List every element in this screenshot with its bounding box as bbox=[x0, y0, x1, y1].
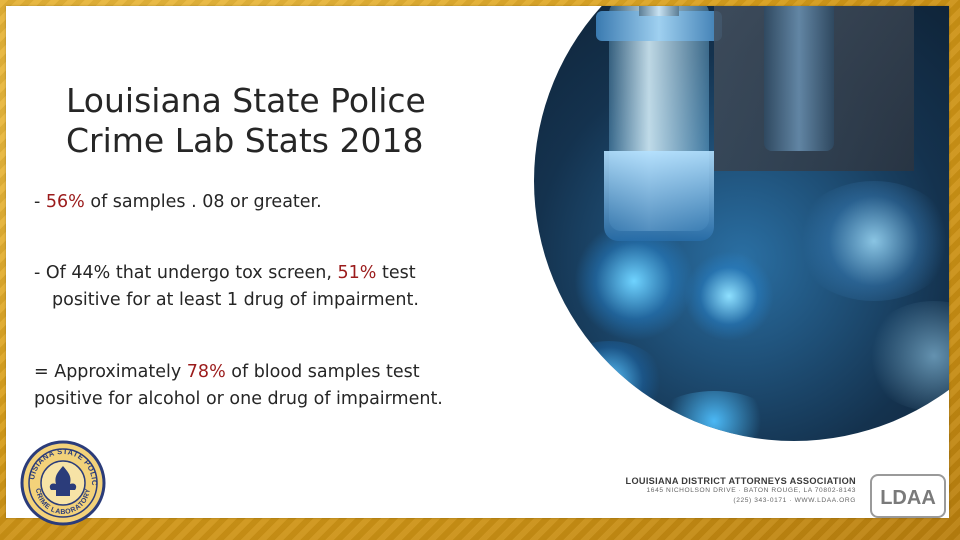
bullet-3-continuation: positive for alcohol or one drug of impa… bbox=[34, 389, 443, 409]
slide-card: Louisiana State Police Crime Lab Stats 2… bbox=[6, 6, 949, 518]
lab-vials-photo bbox=[534, 6, 949, 441]
ldaa-footer-text: LOUISIANA DISTRICT ATTORNEYS ASSOCIATION… bbox=[606, 476, 856, 506]
bullet-2: - Of 44% that undergo tox screen, 51% te… bbox=[34, 260, 419, 314]
bullet-1-prefix: - bbox=[34, 192, 46, 212]
ldaa-logo-letters: LDAA bbox=[880, 487, 936, 509]
bullet-3-prefix: = Approximately bbox=[34, 362, 187, 382]
state-police-seal-icon: LOUISIANA STATE POLICE CRIME LABORATORY bbox=[17, 433, 106, 526]
bullet-2-highlight: 51% bbox=[337, 263, 377, 283]
bullet-2-continuation: positive for at least 1 drug of impairme… bbox=[52, 290, 419, 310]
bullet-3-text: of blood samples test bbox=[225, 362, 420, 382]
bullet-1-text: of samples . 08 or greater. bbox=[84, 192, 322, 212]
bullet-2-text: test bbox=[376, 263, 416, 283]
bullet-1-highlight: 56% bbox=[45, 192, 85, 212]
bullet-2-prefix: - Of 44% that undergo tox screen, bbox=[34, 263, 338, 283]
title-line-1: Louisiana State Police bbox=[66, 81, 426, 120]
slide-title: Louisiana State Police Crime Lab Stats 2… bbox=[66, 81, 536, 161]
title-line-2: Crime Lab Stats 2018 bbox=[66, 121, 424, 160]
bullet-1: - 56% of samples . 08 or greater. bbox=[34, 189, 322, 216]
org-address: 1645 NICHOLSON DRIVE · BATON ROUGE, LA 7… bbox=[646, 487, 856, 494]
org-name: LOUISIANA DISTRICT ATTORNEYS ASSOCIATION bbox=[625, 476, 856, 486]
org-contact: (225) 343-0171 · WWW.LDAA.ORG bbox=[733, 497, 856, 504]
bullet-3-highlight: 78% bbox=[186, 362, 226, 382]
ldaa-logo-icon: LDAA bbox=[870, 474, 946, 518]
bullet-3: = Approximately 78% of blood samples tes… bbox=[34, 359, 443, 413]
